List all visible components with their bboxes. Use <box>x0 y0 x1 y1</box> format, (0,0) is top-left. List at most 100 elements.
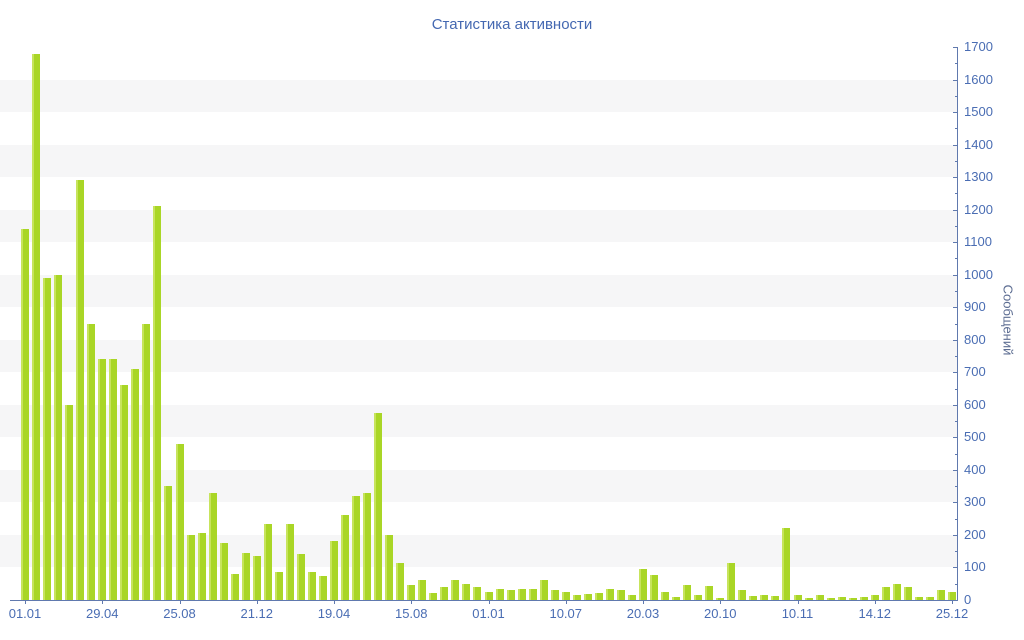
bar <box>318 575 327 600</box>
y-axis-minor-tick <box>955 421 958 423</box>
bar <box>274 572 283 600</box>
y-axis-tick-label: 200 <box>964 526 986 542</box>
bar <box>65 404 74 600</box>
x-axis-tick <box>565 600 567 604</box>
y-axis-minor-tick <box>955 290 958 292</box>
bar <box>418 580 427 600</box>
x-axis-tick-label: 10.07 <box>549 606 583 621</box>
bar <box>892 583 901 600</box>
chart-title: Статистика активности <box>431 16 593 33</box>
y-axis-tick-label: 1100 <box>964 234 992 250</box>
y-axis-major-tick <box>953 339 958 341</box>
bar <box>263 523 272 600</box>
y-axis-major-tick <box>953 567 958 569</box>
x-axis-tick-label: 20.10 <box>703 606 737 621</box>
bar <box>672 597 681 600</box>
y-axis-tick-label: 800 <box>964 331 986 347</box>
y-axis-tick-label: 1000 <box>964 266 993 282</box>
y-axis-major-tick <box>953 209 958 211</box>
y-axis-major-tick <box>953 274 958 276</box>
bar <box>594 592 603 600</box>
y-axis-major-tick <box>953 600 958 601</box>
x-axis-tick <box>797 600 799 604</box>
bar <box>639 569 647 600</box>
x-axis-tick-label: 20.03 <box>626 606 660 621</box>
bar <box>727 562 736 600</box>
bar <box>440 586 449 600</box>
bar <box>837 597 846 600</box>
x-axis-tick <box>256 600 258 604</box>
y-axis-tick-label: 0 <box>964 592 972 607</box>
y-axis-minor-tick <box>955 323 958 325</box>
bar <box>208 492 217 600</box>
bar <box>550 590 559 600</box>
y-axis-major-tick <box>953 502 958 504</box>
y-axis-major-tick <box>953 79 958 81</box>
background-stripe <box>0 79 957 113</box>
bar <box>296 554 305 600</box>
bar <box>186 534 195 600</box>
bar <box>539 580 548 600</box>
x-axis-tick-label: 01.01 <box>8 606 42 621</box>
y-axis-major-tick <box>953 47 958 48</box>
bar <box>21 229 29 600</box>
x-axis-tick <box>334 600 335 604</box>
bar <box>352 495 361 600</box>
y-axis-major-tick <box>953 469 958 471</box>
x-axis-tick <box>411 600 413 604</box>
bar <box>54 274 63 600</box>
bar <box>870 595 879 600</box>
y-axis-tick-label: 1400 <box>964 136 993 152</box>
y-axis-tick-label: 300 <box>964 494 986 510</box>
bar <box>572 595 581 600</box>
bar <box>495 588 504 600</box>
y-axis-minor-tick <box>955 225 958 227</box>
bar <box>583 594 592 600</box>
y-axis-major-tick <box>953 534 958 536</box>
y-axis-minor-tick <box>955 551 958 553</box>
bar <box>616 590 625 600</box>
x-axis-tick <box>643 600 644 604</box>
x-axis-tick-label: 01.01 <box>472 606 505 621</box>
bar <box>219 543 228 600</box>
bar <box>76 180 85 600</box>
bar <box>462 583 471 600</box>
x-axis-tick-label: 14.12 <box>858 606 892 621</box>
y-axis-tick-label: 700 <box>964 364 986 380</box>
x-axis-line <box>10 600 958 601</box>
bar <box>605 588 614 600</box>
bar <box>473 586 482 600</box>
bar <box>87 323 96 600</box>
bar <box>175 443 184 600</box>
bar <box>936 590 945 600</box>
y-axis-major-tick <box>953 242 958 244</box>
x-axis-tick-label: 15.08 <box>394 606 428 621</box>
bar <box>43 277 52 600</box>
bar <box>749 596 758 600</box>
bar <box>197 533 206 600</box>
bar <box>385 534 394 600</box>
bar <box>760 595 769 600</box>
y-axis-major-tick <box>953 404 958 406</box>
x-axis-tick <box>25 600 26 604</box>
y-axis-major-tick <box>953 144 958 146</box>
bar <box>451 580 460 600</box>
bar <box>528 588 537 600</box>
y-axis-minor-tick <box>955 193 958 195</box>
bar <box>793 595 802 600</box>
bar <box>694 595 703 600</box>
bar <box>396 562 405 600</box>
bar <box>484 591 493 600</box>
bar <box>782 528 791 600</box>
background-stripe <box>0 274 957 308</box>
bar <box>307 572 316 600</box>
bar <box>705 586 714 600</box>
bar <box>285 523 294 600</box>
bar <box>815 595 824 600</box>
bar <box>826 598 835 600</box>
y-axis-tick-label: 1200 <box>964 201 993 217</box>
bar <box>517 588 526 600</box>
y-axis-tick-label: 900 <box>964 299 986 315</box>
